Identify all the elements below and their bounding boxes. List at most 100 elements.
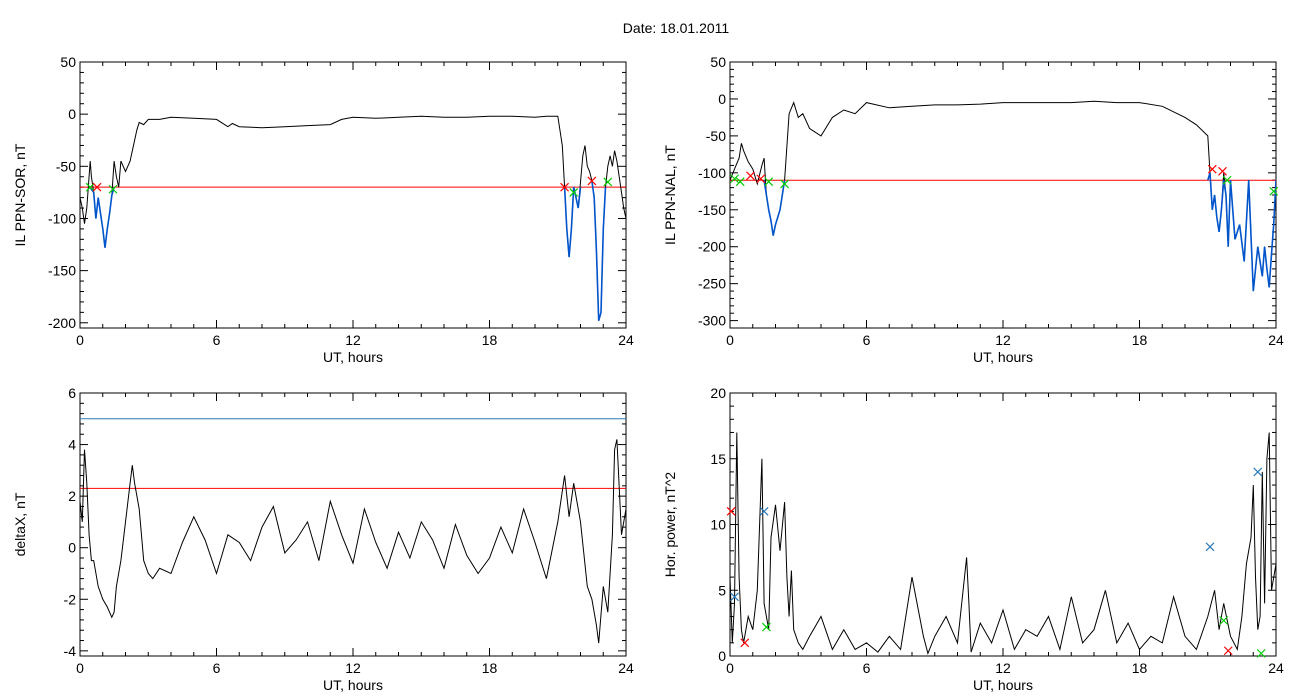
y-tick-label: 20 bbox=[710, 385, 726, 401]
data-marker bbox=[603, 177, 613, 187]
y-tick-label: -300 bbox=[698, 313, 726, 329]
y-tick-label: 15 bbox=[710, 451, 726, 467]
chart-panel-deltax: 0 6 12 18 24 6 4 2 0 -2 -4 UT, hours deltaX, nT bbox=[12, 385, 634, 693]
data-marker bbox=[108, 184, 118, 194]
y-tick-label: 2 bbox=[68, 488, 76, 504]
y-tick-label: 5 bbox=[718, 582, 726, 598]
y-tick-label: -150 bbox=[48, 263, 76, 279]
data-marker bbox=[569, 187, 579, 197]
y-axis-label: IL PPN-SOR, nT bbox=[12, 143, 28, 246]
data-marker bbox=[1253, 467, 1263, 477]
data-marker bbox=[761, 622, 771, 632]
series-line bbox=[591, 180, 607, 321]
chart-panel-sor: 0 6 12 18 24 50 0 -50 -100 -150 -200 UT, hours IL PP… bbox=[12, 54, 634, 365]
x-tick-label: 18 bbox=[482, 660, 498, 676]
y-axis-label: deltaX, nT bbox=[12, 492, 28, 556]
plot-frame bbox=[79, 61, 627, 329]
x-tick-label: 0 bbox=[726, 660, 734, 676]
data-marker bbox=[735, 177, 745, 187]
y-tick-label: 0 bbox=[718, 648, 726, 664]
x-axis-label: UT, hours bbox=[323, 349, 383, 365]
x-axis-label: UT, hours bbox=[973, 349, 1033, 365]
data-marker bbox=[1256, 648, 1266, 658]
y-tick-label: 50 bbox=[60, 54, 76, 70]
series-line bbox=[89, 186, 115, 248]
series-line bbox=[763, 180, 786, 236]
data-marker bbox=[1207, 164, 1217, 174]
data-marker bbox=[587, 176, 597, 186]
plot-frame bbox=[729, 392, 1277, 657]
data-marker bbox=[730, 592, 739, 602]
y-tick-label: -150 bbox=[698, 202, 726, 218]
x-tick-label: 18 bbox=[1132, 660, 1148, 676]
x-tick-label: 6 bbox=[213, 332, 221, 348]
series-group bbox=[80, 439, 626, 644]
y-tick-label: -200 bbox=[698, 239, 726, 255]
y-tick-label: -2 bbox=[64, 591, 77, 607]
data-marker bbox=[746, 171, 755, 181]
x-tick-label: 0 bbox=[76, 332, 84, 348]
x-axis-label: UT, hours bbox=[973, 677, 1033, 693]
x-tick-label: 6 bbox=[213, 660, 221, 676]
data-marker bbox=[740, 638, 750, 648]
y-tick-label: 4 bbox=[68, 437, 76, 453]
plot-frame bbox=[79, 392, 627, 657]
figure-title: Date: 18.01.2011 bbox=[622, 20, 730, 36]
x-tick-label: 0 bbox=[76, 660, 84, 676]
data-marker bbox=[92, 182, 102, 192]
y-tick-label: -50 bbox=[56, 158, 76, 174]
series-line bbox=[563, 187, 582, 258]
x-tick-label: 6 bbox=[863, 332, 871, 348]
data-marker bbox=[759, 506, 769, 516]
x-tick-label: 6 bbox=[863, 660, 871, 676]
x-tick-label: 24 bbox=[1268, 660, 1284, 676]
plot-frame bbox=[729, 61, 1277, 329]
data-marker bbox=[726, 506, 736, 516]
y-tick-label: 6 bbox=[68, 385, 76, 401]
y-tick-label: -4 bbox=[64, 643, 77, 659]
x-tick-label: 18 bbox=[1132, 332, 1148, 348]
y-tick-label: 0 bbox=[68, 540, 76, 556]
data-marker bbox=[85, 182, 95, 192]
series-line bbox=[80, 439, 626, 644]
series-group bbox=[730, 100, 1276, 292]
data-marker bbox=[780, 179, 790, 189]
x-tick-label: 24 bbox=[618, 660, 634, 676]
data-marker bbox=[1223, 646, 1233, 656]
chart-panel-hor-power: 0 6 12 18 24 20 15 10 5 0 UT, hours Hor. power, nT^… bbox=[662, 385, 1284, 693]
y-tick-label: -100 bbox=[698, 165, 726, 181]
data-marker bbox=[1205, 542, 1215, 552]
y-tick-label: -200 bbox=[48, 315, 76, 331]
data-marker bbox=[1222, 175, 1232, 185]
y-tick-label: 50 bbox=[710, 54, 726, 70]
series-line bbox=[730, 100, 1276, 292]
data-marker bbox=[1269, 186, 1279, 196]
series-line bbox=[730, 432, 1276, 655]
data-marker bbox=[560, 182, 569, 192]
data-marker bbox=[764, 177, 774, 187]
x-tick-label: 12 bbox=[345, 332, 361, 348]
data-marker bbox=[730, 174, 739, 184]
y-tick-label: -100 bbox=[48, 210, 76, 226]
series-group bbox=[80, 115, 626, 321]
data-marker bbox=[1218, 166, 1227, 176]
y-tick-label: -50 bbox=[706, 128, 726, 144]
x-tick-label: 0 bbox=[726, 332, 734, 348]
y-tick-label: -250 bbox=[698, 276, 726, 292]
data-marker bbox=[1219, 616, 1229, 625]
series-line bbox=[80, 115, 626, 321]
x-tick-label: 12 bbox=[995, 332, 1011, 348]
y-tick-label: 10 bbox=[710, 517, 726, 533]
series-line bbox=[1207, 172, 1276, 292]
y-tick-label: 0 bbox=[718, 91, 726, 107]
x-tick-label: 12 bbox=[995, 660, 1011, 676]
x-tick-label: 24 bbox=[1268, 332, 1284, 348]
series-group bbox=[730, 432, 1276, 655]
y-tick-label: 0 bbox=[68, 106, 76, 122]
x-tick-label: 24 bbox=[618, 332, 634, 348]
x-tick-label: 18 bbox=[482, 332, 498, 348]
y-axis-label: IL PPN-NAL, nT bbox=[662, 145, 678, 245]
x-tick-label: 12 bbox=[345, 660, 361, 676]
y-axis-label: Hor. power, nT^2 bbox=[662, 472, 678, 578]
